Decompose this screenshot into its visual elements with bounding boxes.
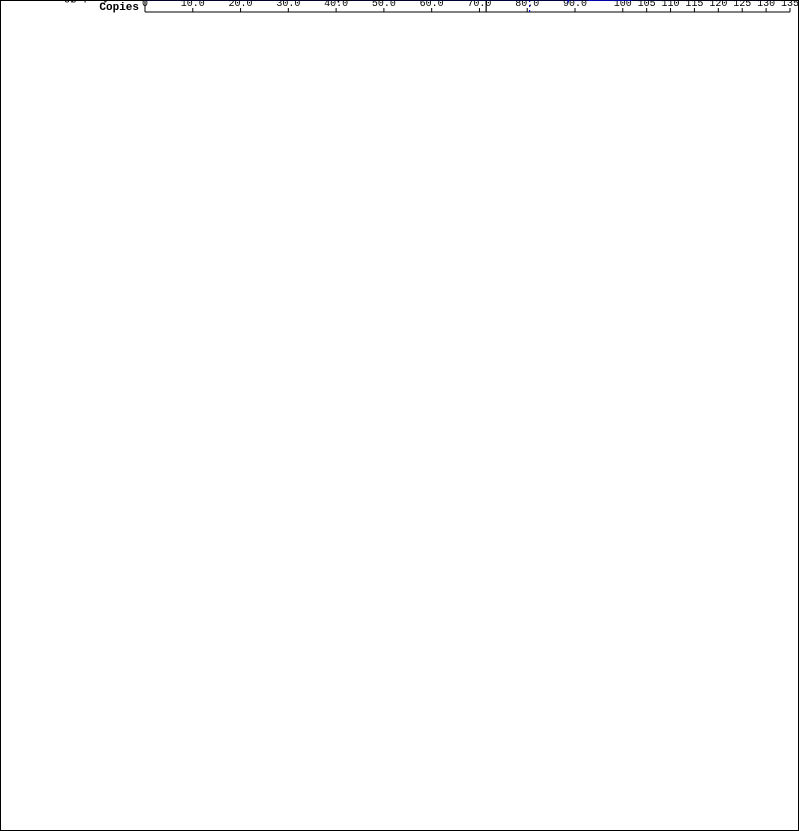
benchmark-label: 482.sphinx3 <box>37 0 110 4</box>
x-tick-label: 10.0 <box>181 0 205 10</box>
x-tick-label: 135 <box>781 0 799 10</box>
value-base: 132 <box>758 0 776 4</box>
x-tick-label: 115 <box>685 0 703 10</box>
spec-rate-chart: 010.020.030.040.050.060.070.080.090.0100… <box>0 0 799 831</box>
x-tick-label: 30.0 <box>276 0 300 10</box>
summary-peak: SPECfp_rate2006 = 80.5 <box>534 0 680 4</box>
x-tick-label: 125 <box>733 0 751 10</box>
summary-base: SPECfp_rate_base2006 = 71.4 <box>304 0 483 4</box>
x-tick-label: 120 <box>709 0 727 10</box>
copies-base: 8 <box>132 0 139 4</box>
x-tick-label: 20.0 <box>229 0 253 10</box>
chart-background <box>0 0 799 831</box>
